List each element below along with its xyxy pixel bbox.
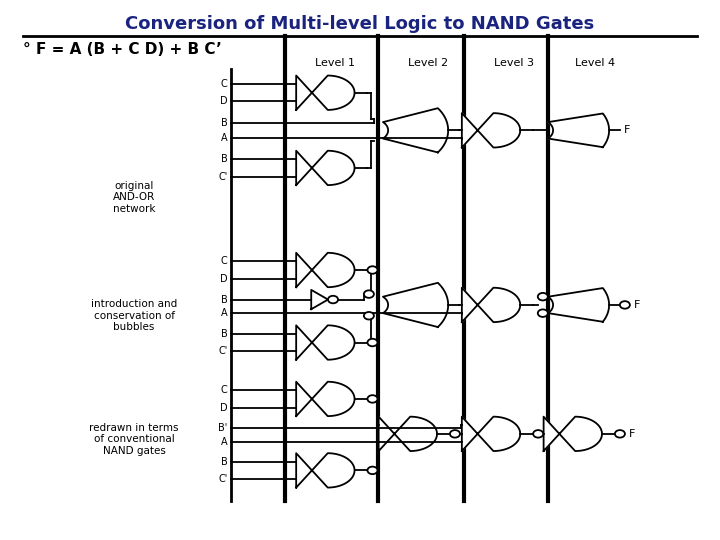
Circle shape — [450, 430, 460, 437]
Text: A: A — [221, 133, 228, 144]
Polygon shape — [296, 325, 354, 360]
Polygon shape — [462, 113, 521, 147]
Text: A: A — [221, 308, 228, 318]
Text: original
AND-OR
network: original AND-OR network — [113, 181, 156, 214]
Text: D: D — [220, 402, 228, 413]
Text: B: B — [220, 118, 228, 129]
Polygon shape — [383, 108, 448, 152]
Text: Conversion of Multi-level Logic to NAND Gates: Conversion of Multi-level Logic to NAND … — [125, 15, 595, 33]
Circle shape — [367, 339, 377, 346]
Text: B': B' — [218, 423, 228, 434]
Circle shape — [364, 291, 374, 298]
Text: F: F — [634, 300, 640, 310]
Text: C: C — [220, 79, 228, 89]
Text: ° F = A (B + C D) + B C’: ° F = A (B + C D) + B C’ — [23, 42, 222, 57]
Circle shape — [367, 467, 377, 474]
Text: Level 2: Level 2 — [408, 58, 448, 68]
Polygon shape — [462, 288, 521, 322]
Text: Level 1: Level 1 — [315, 58, 355, 68]
Text: B: B — [220, 154, 228, 164]
Text: D: D — [220, 96, 228, 106]
Text: C: C — [220, 386, 228, 395]
Text: B: B — [220, 457, 228, 467]
Polygon shape — [296, 253, 354, 287]
Text: D: D — [220, 274, 228, 284]
Polygon shape — [296, 151, 354, 185]
Text: A: A — [221, 437, 228, 447]
Circle shape — [328, 296, 338, 303]
Circle shape — [538, 293, 548, 300]
Circle shape — [533, 430, 543, 437]
Circle shape — [538, 309, 548, 317]
Text: C: C — [220, 256, 228, 266]
Text: F: F — [624, 125, 630, 136]
Text: F: F — [629, 429, 635, 439]
Text: C': C' — [218, 172, 228, 181]
Circle shape — [615, 430, 625, 437]
Polygon shape — [296, 453, 354, 488]
Polygon shape — [311, 290, 328, 309]
Circle shape — [367, 395, 377, 403]
Text: Level 3: Level 3 — [494, 58, 534, 68]
Polygon shape — [544, 417, 602, 451]
Circle shape — [620, 301, 630, 309]
Polygon shape — [296, 382, 354, 416]
Polygon shape — [296, 76, 354, 110]
Text: B: B — [220, 329, 228, 339]
Text: redrawn in terms
of conventional
NAND gates: redrawn in terms of conventional NAND ga… — [89, 423, 179, 456]
Polygon shape — [462, 417, 521, 451]
Text: C': C' — [218, 474, 228, 484]
Circle shape — [364, 312, 374, 320]
Polygon shape — [379, 417, 437, 451]
Circle shape — [367, 266, 377, 274]
Text: Level 4: Level 4 — [575, 58, 616, 68]
Polygon shape — [548, 113, 609, 147]
Text: C': C' — [218, 346, 228, 356]
Polygon shape — [548, 288, 609, 322]
Text: introduction and
conservation of
bubbles: introduction and conservation of bubbles — [91, 299, 177, 332]
Polygon shape — [383, 283, 448, 327]
Text: B: B — [220, 294, 228, 305]
